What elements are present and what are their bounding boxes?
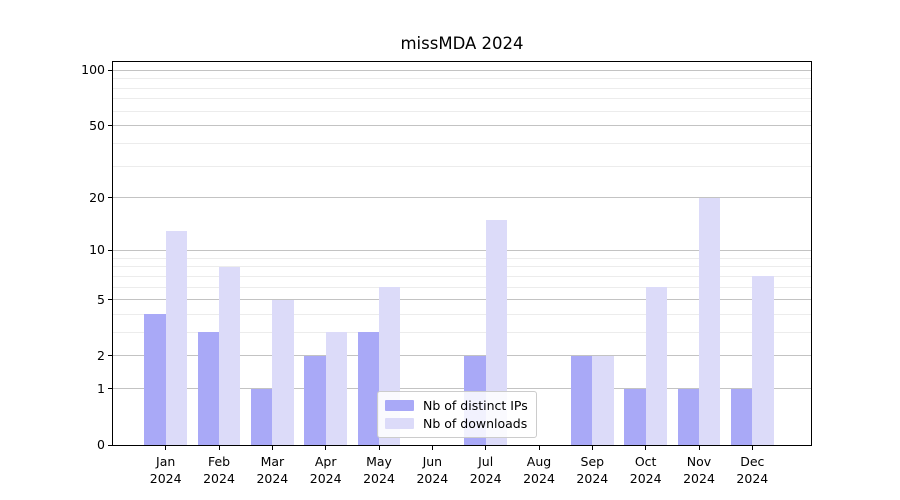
- y-tick-label: 1: [97, 380, 105, 396]
- bar-nb-of-downloads-sep: [592, 355, 614, 445]
- x-tick-label-nov: Nov 2024: [683, 454, 715, 486]
- y-tick-label: 0: [97, 437, 105, 452]
- x-tick-mark: [378, 446, 380, 450]
- legend: Nb of distinct IPs Nb of downloads: [377, 391, 537, 438]
- bar-nb-of-distinct-ips-mar: [250, 388, 273, 445]
- bar-nb-of-downloads-nov: [699, 197, 721, 445]
- y-tick-mark: [108, 69, 112, 71]
- y-tick-label: 20: [89, 189, 105, 205]
- x-tick-label-mar: Mar 2024: [256, 454, 289, 486]
- x-tick-mark: [271, 446, 273, 450]
- bar-nb-of-downloads-jan: [165, 230, 188, 445]
- y-tick-label: 10: [89, 242, 105, 258]
- x-tick-mark: [485, 446, 487, 450]
- bar-nb-of-downloads-dec: [752, 276, 774, 445]
- y-tick-label: 50: [89, 117, 105, 133]
- gridline-major: [113, 388, 811, 390]
- gridline-minor: [113, 143, 811, 145]
- legend-label-distinct-ips: Nb of distinct IPs: [423, 397, 528, 413]
- y-tick-mark: [108, 249, 112, 251]
- y-tick-mark: [108, 197, 112, 199]
- gridline-major: [113, 197, 811, 199]
- y-tick-mark: [108, 355, 112, 357]
- gridline-minor: [113, 331, 811, 333]
- legend-swatch-distinct-ips: [385, 399, 414, 411]
- x-tick-mark: [431, 446, 433, 450]
- x-tick-mark: [591, 446, 593, 450]
- x-tick-label-may: May 2024: [363, 454, 395, 486]
- gridline-major: [113, 125, 811, 127]
- gridline-major: [113, 69, 811, 71]
- bar-nb-of-distinct-ips-apr: [304, 355, 326, 445]
- gridline-minor: [113, 286, 811, 288]
- plot-area: 0 1 2 5 10 20 50 100 Jan 2024 Feb 2024 Mar 2024 Apr…: [81, 61, 812, 486]
- bar-nb-of-downloads-jul: [485, 219, 508, 445]
- x-tick-mark: [538, 446, 540, 450]
- bar-nb-of-distinct-ips-nov: [677, 388, 699, 445]
- gridline-minor: [113, 313, 811, 315]
- x-tick-mark: [165, 446, 167, 450]
- bar-nb-of-distinct-ips-may: [357, 332, 379, 445]
- x-tick-label-jul: Jul 2024: [469, 454, 502, 486]
- gridline-minor: [113, 165, 811, 167]
- chart-title: missMDA 2024: [400, 34, 524, 53]
- bar-nb-of-distinct-ips-oct: [624, 388, 646, 445]
- gridline-major: [113, 299, 811, 301]
- x-tick-label-feb: Feb 2024: [203, 454, 235, 486]
- x-tick-label-dec: Dec 2024: [736, 454, 769, 486]
- x-tick-label-aug: Aug 2024: [523, 454, 555, 486]
- gridline-minor: [113, 266, 811, 268]
- legend-entry-downloads: Nb of downloads: [385, 414, 528, 432]
- x-tick-label-jun: Jun 2024: [416, 454, 449, 486]
- gridline-minor: [113, 275, 811, 277]
- bar-nb-of-downloads-oct: [645, 287, 668, 445]
- legend-entry-distinct-ips: Nb of distinct IPs: [385, 396, 528, 414]
- gridline-minor: [113, 257, 811, 259]
- x-tick-label-jan: Jan 2024: [149, 454, 182, 486]
- gridline-minor: [113, 98, 811, 100]
- x-tick-mark: [325, 446, 327, 450]
- legend-swatch-downloads: [385, 417, 414, 429]
- gridline-minor: [113, 110, 811, 112]
- bar-nb-of-distinct-ips-dec: [730, 388, 753, 445]
- y-tick-mark: [108, 299, 112, 301]
- gridline-major: [113, 249, 811, 251]
- x-tick-label-apr: Apr 2024: [309, 454, 342, 486]
- bar-nb-of-downloads-apr: [325, 332, 348, 445]
- x-tick-mark: [698, 446, 700, 450]
- x-tick-mark: [218, 446, 220, 450]
- x-tick-mark: [645, 446, 647, 450]
- gridline-major: [113, 355, 811, 357]
- gridline-minor: [113, 78, 811, 80]
- legend-label-downloads: Nb of downloads: [423, 415, 528, 431]
- y-tick-label: 100: [81, 62, 105, 78]
- y-tick-label: 2: [97, 347, 105, 363]
- x-tick-label-oct: Oct 2024: [629, 454, 662, 486]
- y-tick-label: 5: [97, 291, 105, 307]
- bar-nb-of-distinct-ips-feb: [197, 332, 220, 445]
- y-tick-mark: [108, 388, 112, 390]
- bar-nb-of-downloads-mar: [272, 299, 294, 445]
- gridline-minor: [113, 87, 811, 89]
- bar-nb-of-distinct-ips-jan: [144, 314, 166, 445]
- y-tick-mark: [108, 125, 112, 127]
- bar-nb-of-downloads-feb: [219, 266, 241, 445]
- y-tick-mark: [108, 444, 112, 446]
- bar-nb-of-distinct-ips-sep: [570, 355, 593, 445]
- x-tick-mark: [751, 446, 753, 450]
- x-tick-label-sep: Sep 2024: [576, 454, 609, 486]
